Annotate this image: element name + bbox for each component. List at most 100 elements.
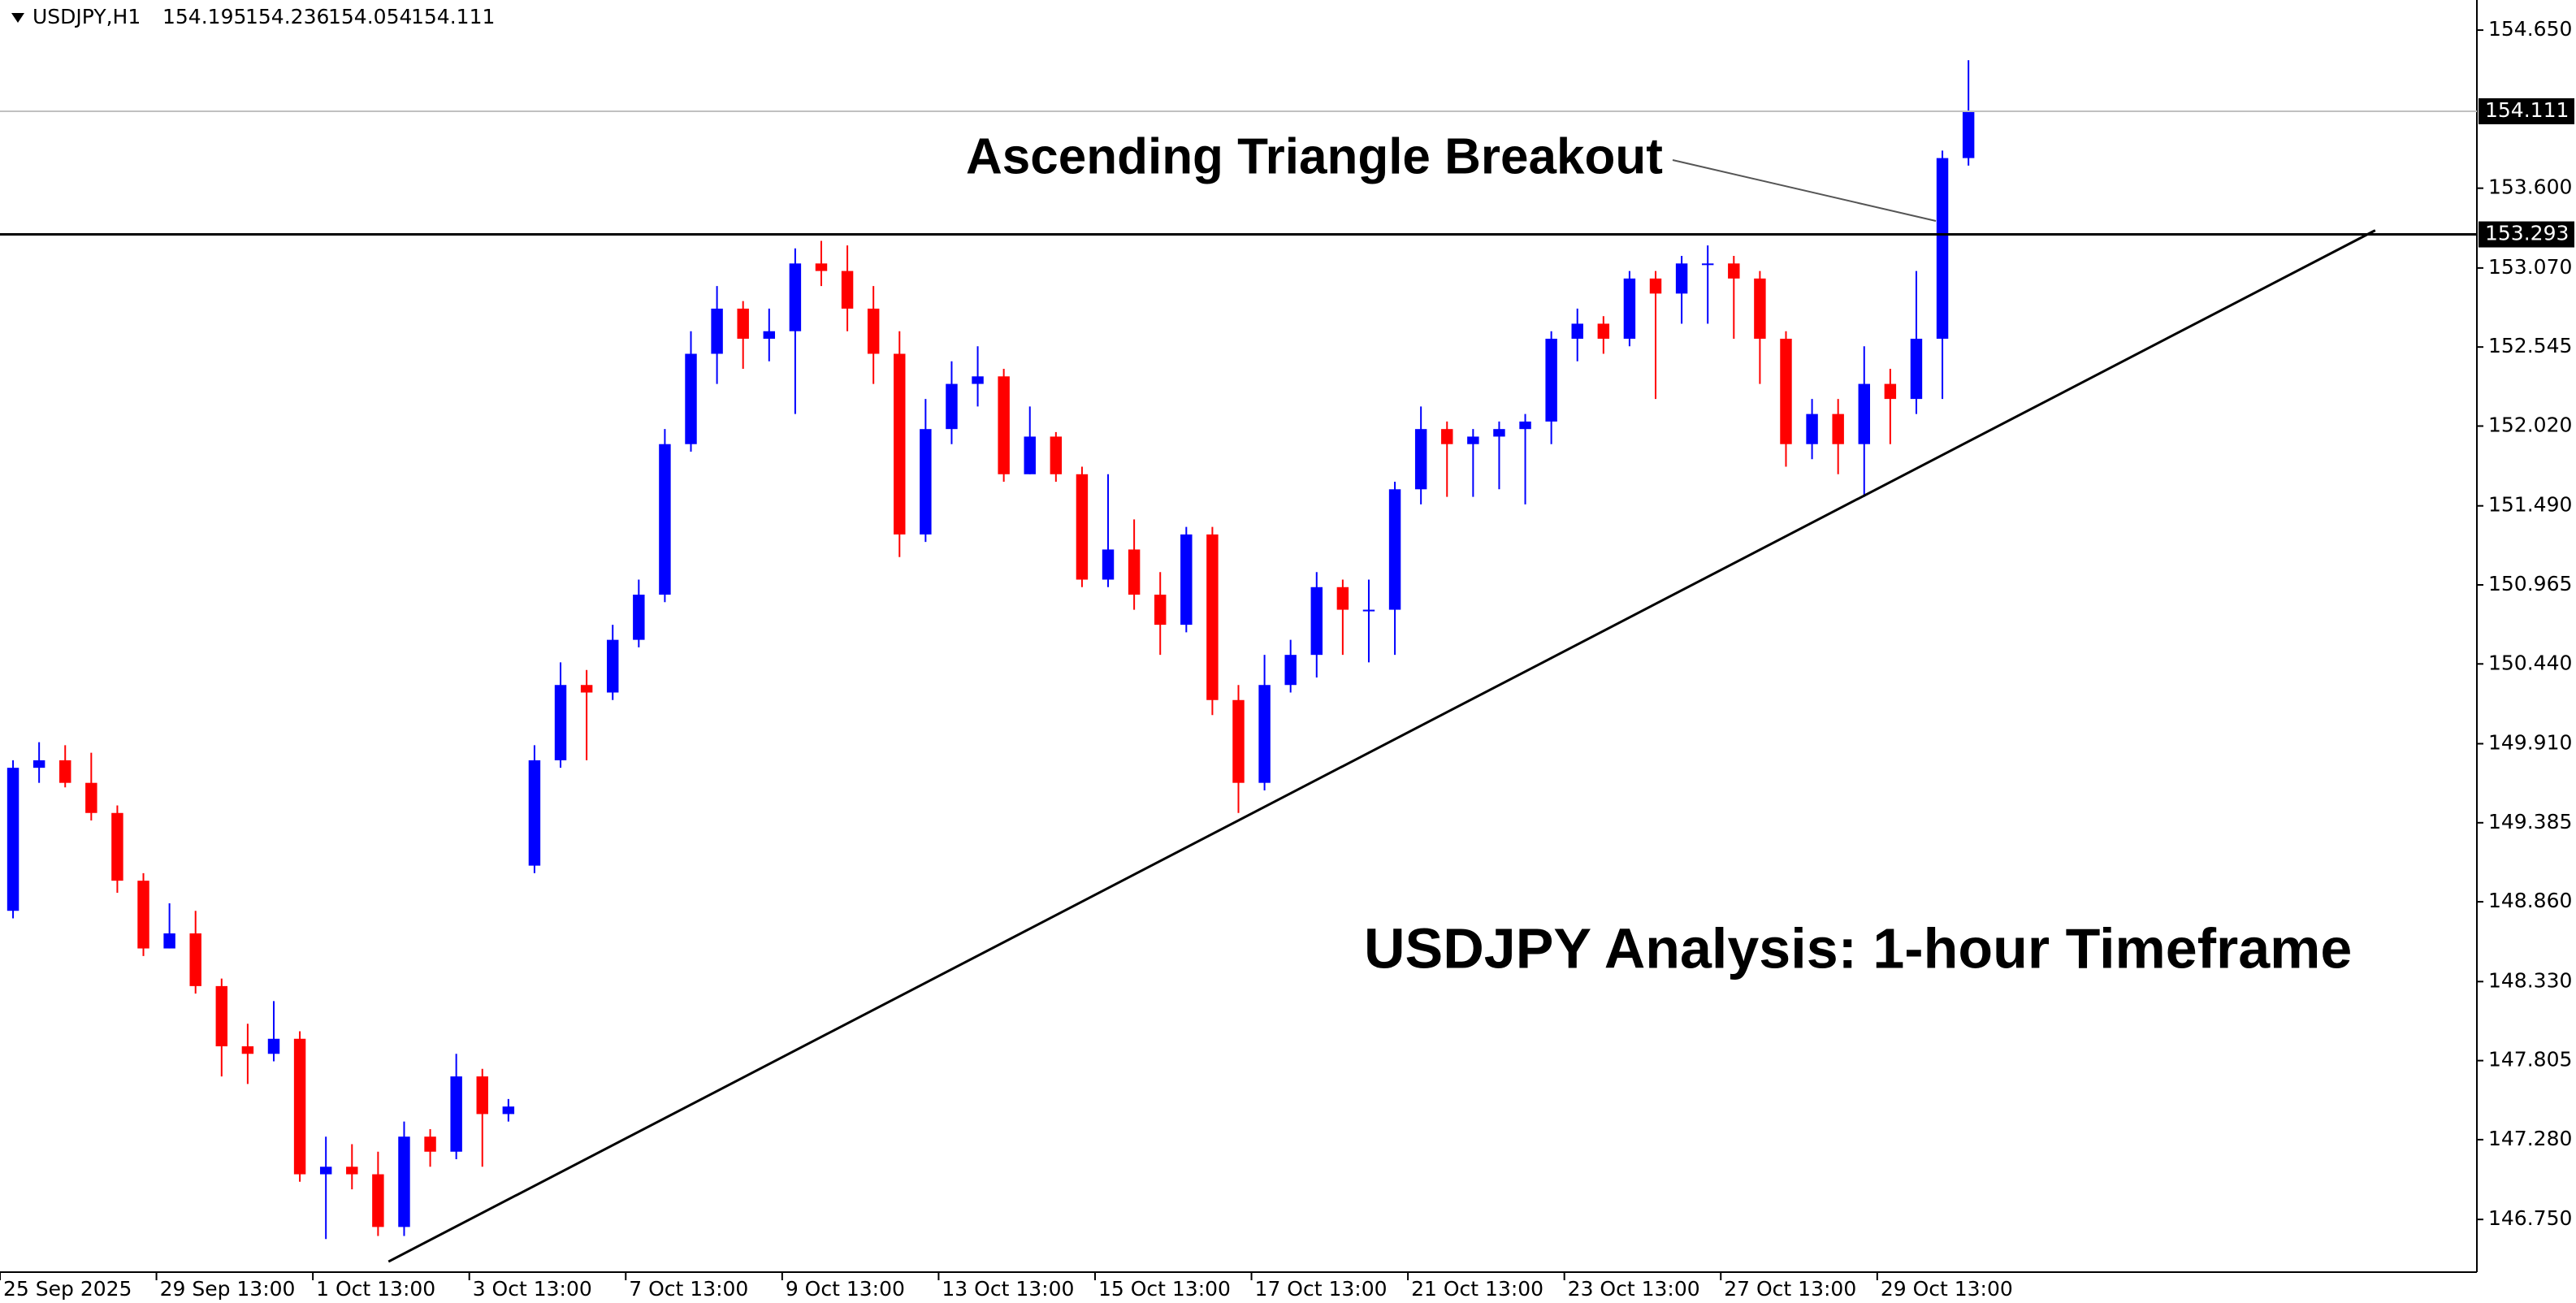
candle-body [450,1076,462,1152]
candle-body [1388,489,1401,610]
candle-body [920,429,932,535]
candle-body [189,933,201,986]
candle-body [633,595,645,640]
candle-body [1050,436,1063,474]
header-high: 154.236 [245,5,329,28]
x-tick-label: 27 Oct 13:00 [1724,1277,1856,1301]
y-tick-label: 153.600 [2488,175,2572,199]
price-label-box [2479,97,2574,124]
x-tick-label: 15 Oct 13:00 [1098,1277,1231,1301]
candle-body [1128,549,1141,595]
y-tick-label: 148.860 [2488,889,2572,912]
candle-body [1024,436,1036,474]
candle-body [1519,421,1531,430]
candle-body [267,1038,280,1054]
candle-body [946,383,958,430]
candle-body [894,353,906,535]
trendline [387,229,2376,1263]
y-tick-label: 150.965 [2488,572,2572,595]
candle-body [554,685,567,760]
candle-body [1154,595,1167,626]
annotation: USDJPY Analysis: 1-hour Timeframe [1364,916,2352,980]
candle-body [1884,383,1897,400]
candle-body [215,985,228,1047]
candle-body [319,1167,332,1175]
annotation-pointer [1672,159,1937,222]
y-tick-label: 154.650 [2488,17,2572,41]
candle-body [6,768,19,911]
header-close: 154.111 [411,5,495,28]
candle-body [1649,278,1662,294]
x-tick-label: 9 Oct 13:00 [786,1277,905,1301]
candle-body [1206,534,1219,700]
candle-body [607,639,619,693]
candle-body [1310,587,1323,656]
candle-body [163,933,175,949]
candles [6,60,1975,1240]
candle-body [815,263,828,271]
candle-body [1597,323,1610,339]
candle-body [841,271,854,309]
y-tick-label: 152.020 [2488,413,2572,436]
symbol: USDJPY,H1 [32,5,141,28]
candle-body [346,1167,358,1175]
candle-body [1858,383,1870,444]
candle-body [32,760,45,768]
candle-body [1336,587,1349,610]
resistance-label-box [2479,221,2574,248]
candle-body [1806,413,1818,444]
candle-body [1232,699,1245,783]
candle-body [1493,429,1505,437]
candle-body [241,1046,254,1054]
candle-body [1467,436,1479,444]
candle-body [1910,338,1923,400]
x-tick-label: 13 Oct 13:00 [942,1277,1074,1301]
x-tick-label: 29 Sep 13:00 [160,1277,296,1301]
candle-body [580,685,593,693]
header-open: 154.195 [162,5,246,28]
y-tick-label: 146.750 [2488,1206,2572,1230]
y-tick-label: 149.910 [2488,731,2572,755]
candle-body [998,376,1010,474]
candle-body [737,308,749,339]
candle-body [1180,534,1193,626]
header-low: 154.054 [328,5,412,28]
candle-body [111,812,123,881]
candle-body [1076,474,1089,580]
candle-body [137,881,149,949]
candle-body [1441,429,1453,444]
candle-body [1701,263,1714,266]
price-label: 154.111 [2485,98,2569,122]
candle-body [685,353,697,444]
candle-body [1962,110,1975,158]
candle-body [1936,158,1949,339]
x-tick-label: 21 Oct 13:00 [1411,1277,1543,1301]
candle-body [1754,278,1766,339]
candle-body [528,760,541,866]
candle-body [867,308,880,354]
x-tick-label: 1 Oct 13:00 [316,1277,435,1301]
y-tick-label: 148.330 [2488,968,2572,992]
candle-body [293,1038,306,1175]
candle-body [789,263,802,331]
candle-body [1414,429,1427,490]
candle-body [1728,263,1740,279]
symbol-menu-arrow [11,13,24,23]
resistance-label: 153.293 [2485,222,2569,245]
candle-body [763,331,776,339]
x-tick-label: 17 Oct 13:00 [1255,1277,1388,1301]
candle-body [1102,549,1115,580]
candle-body [972,376,984,384]
y-tick-label: 152.545 [2488,334,2572,357]
x-tick-label: 7 Oct 13:00 [629,1277,748,1301]
candle-body [85,782,97,813]
x-tick-label: 25 Sep 2025 [3,1277,132,1301]
annotation: Ascending Triangle Breakout [966,128,1663,184]
y-tick-label: 151.490 [2488,493,2572,517]
candle-body [1362,609,1375,612]
candle-body [1623,278,1636,339]
